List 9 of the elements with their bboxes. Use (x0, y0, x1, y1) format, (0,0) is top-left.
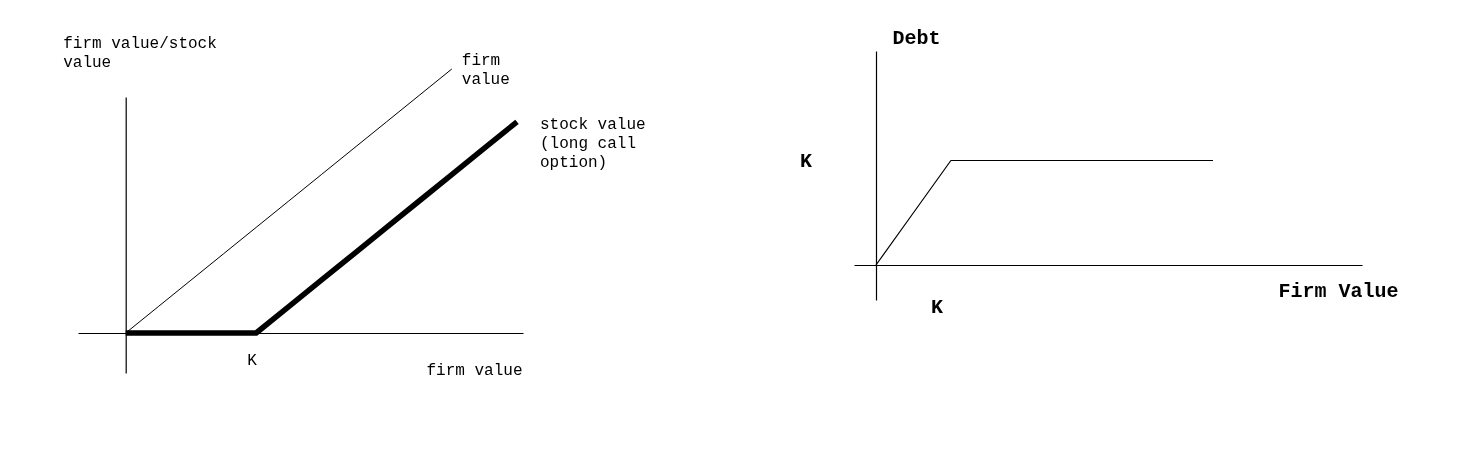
text: K (247, 352, 258, 370)
series-label: firm value (461, 52, 510, 89)
x-axis-title: firm value (426, 361, 523, 380)
y-axis-title: Debt (892, 26, 941, 50)
x-axis-title: Firm Value (1278, 279, 1399, 303)
y-axis-title: firm value/stock value (63, 34, 217, 72)
text: K (930, 296, 944, 319)
text: K (799, 149, 813, 173)
series-label: stock value (long call option) (540, 115, 646, 172)
